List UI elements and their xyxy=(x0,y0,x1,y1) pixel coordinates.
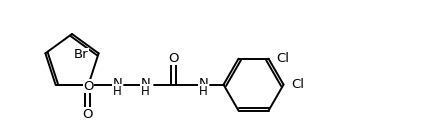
Text: N: N xyxy=(141,77,150,90)
Text: Cl: Cl xyxy=(277,52,290,65)
Text: O: O xyxy=(83,80,94,93)
Text: H: H xyxy=(199,85,208,98)
Text: Cl: Cl xyxy=(292,78,304,91)
Text: N: N xyxy=(199,77,209,90)
Text: H: H xyxy=(113,85,122,98)
Text: H: H xyxy=(141,85,150,98)
Text: O: O xyxy=(168,52,179,65)
Text: Br: Br xyxy=(74,48,88,61)
Text: O: O xyxy=(82,108,93,121)
Text: N: N xyxy=(113,77,122,90)
